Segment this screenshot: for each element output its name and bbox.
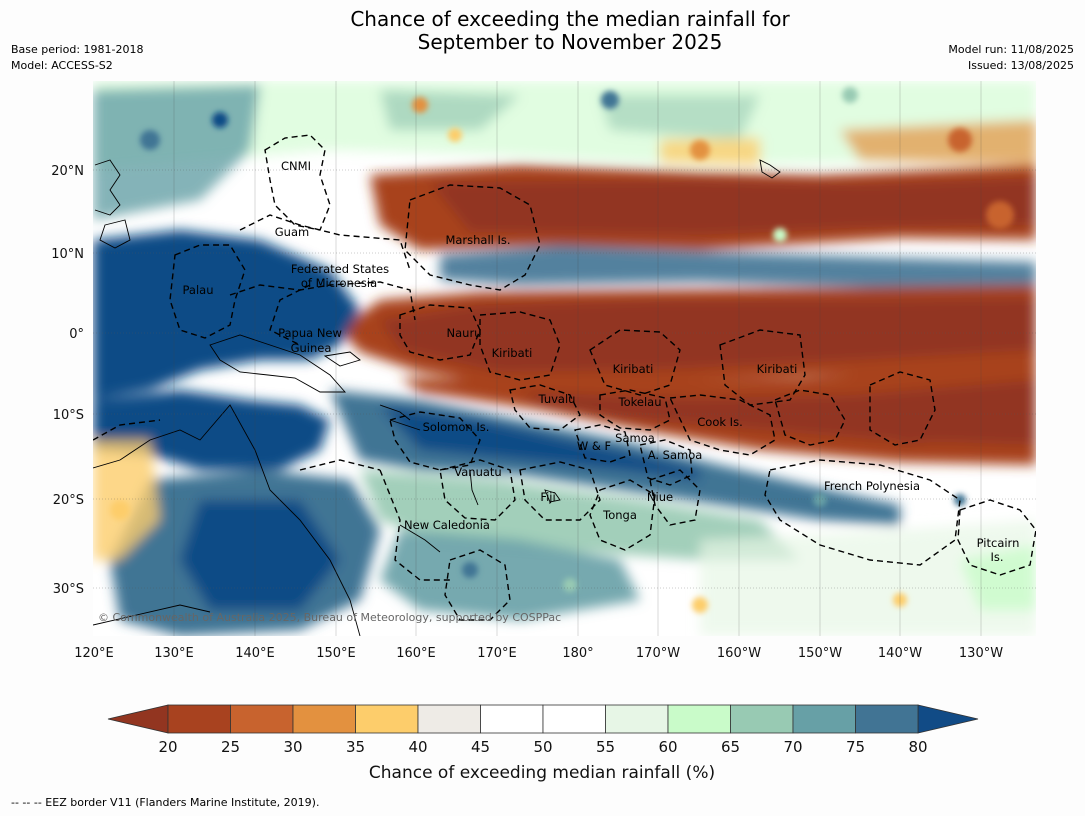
lat-label-20n: 20°N — [51, 164, 84, 179]
label-french-polynesia: French Polynesia — [824, 479, 920, 493]
eez-borders — [93, 134, 1036, 621]
lon-label-160w: 160°W — [717, 646, 761, 661]
colorbar-segment — [730, 704, 794, 734]
colorbar-over-arrow — [917, 704, 979, 734]
lon-label-170w: 170°W — [636, 646, 680, 661]
longitude-labels: 120°E 130°E 140°E 150°E 160°E 170°E 180°… — [74, 646, 1003, 661]
base-period: Base period: 1981-2018 — [11, 43, 144, 56]
label-tokelau: Tokelau — [618, 395, 662, 409]
footer-eez-note: -- -- -- EEZ border V11 (Flanders Marine… — [11, 796, 320, 809]
label-guam: Guam — [275, 225, 309, 239]
lat-label-10s: 10°S — [53, 408, 84, 423]
colorbar-segment — [292, 704, 356, 734]
lon-label-130w: 130°W — [959, 646, 1003, 661]
label-cook-is: Cook Is. — [697, 415, 742, 429]
lat-label-0: 0° — [69, 327, 84, 342]
colorbar-segment — [542, 704, 606, 734]
colorbar-tick-label: 45 — [471, 738, 490, 756]
title-line-1: Chance of exceeding the median rainfall … — [350, 7, 790, 31]
lon-label-150w: 150°W — [798, 646, 842, 661]
label-marshall-is: Marshall Is. — [445, 233, 510, 247]
lon-label-150e: 150°E — [316, 646, 356, 661]
colorbar-tick-label: 55 — [596, 738, 615, 756]
lon-label-170e: 170°E — [477, 646, 517, 661]
lat-label-30s: 30°S — [53, 582, 84, 597]
label-american-samoa: A. Samoa — [648, 448, 703, 462]
colorbar-segment — [605, 704, 669, 734]
graticule — [93, 169, 1036, 589]
label-new-caledonia: New Caledonia — [404, 518, 490, 532]
colorbar-tick-label: 60 — [658, 738, 677, 756]
meta-right: Model run: 11/08/2025 Issued: 13/08/2025 — [948, 42, 1074, 74]
model-run: Model run: 11/08/2025 — [948, 43, 1074, 56]
lat-label-10n: 10°N — [51, 247, 84, 262]
colorbar-segment — [355, 704, 419, 734]
label-samoa: Samoa — [615, 431, 655, 445]
colorbar-segment — [667, 704, 731, 734]
colorbar-segment — [480, 704, 544, 734]
label-kiribati-east: Kiribati — [757, 362, 798, 376]
label-pitcairn-line2: Is. — [990, 550, 1003, 564]
label-tonga: Tonga — [602, 508, 637, 522]
label-kiribati-central: Kiribati — [613, 362, 654, 376]
copyright-text: © Commonwealth of Australia 2025, Bureau… — [98, 611, 561, 624]
issued-date: Issued: 13/08/2025 — [967, 59, 1074, 72]
colorbar-tick-label: 20 — [158, 738, 177, 756]
label-vanuatu: Vanuatu — [454, 465, 501, 479]
lon-label-140w: 140°W — [878, 646, 922, 661]
label-wallis-futuna: W & F — [577, 439, 611, 453]
label-pitcairn-line1: Pitcairn — [977, 536, 1020, 550]
colorbar: 20 25 30 35 40 45 50 55 60 65 70 75 80 Chance of exc… — [107, 704, 979, 783]
lon-label-140e: 140°E — [235, 646, 275, 661]
label-fsm-line1: Federated States — [291, 262, 389, 276]
label-cnmi: CNMI — [281, 159, 311, 173]
label-fsm-line2: of Micronesia — [301, 276, 377, 290]
colorbar-tick-label: 70 — [783, 738, 802, 756]
label-nauru: Nauru — [447, 326, 482, 340]
colorbar-segment — [855, 704, 919, 734]
meridians — [173, 81, 982, 636]
latitude-labels: 20°N 10°N 0° 10°S 20°S 30°S — [51, 164, 84, 597]
label-png-line2: Guinea — [291, 341, 332, 355]
label-fiji: Fiji — [540, 490, 555, 504]
lon-label-120e: 120°E — [74, 646, 114, 661]
model-name: Model: ACCESS-S2 — [11, 59, 113, 72]
colorbar-tick-label: 35 — [346, 738, 365, 756]
colorbar-tick-label: 30 — [283, 738, 302, 756]
meta-left: Base period: 1981-2018 Model: ACCESS-S2 — [11, 42, 143, 74]
place-labels: CNMI Guam Marshall Is. Federated States … — [183, 159, 1020, 564]
title-line-2: September to November 2025 — [417, 30, 723, 54]
map-title: Chance of exceeding the median rainfall … — [0, 8, 1085, 54]
colorbar-tick-labels: 20 25 30 35 40 45 50 55 60 65 70 75 80 — [158, 738, 927, 756]
colorbar-segment — [230, 704, 294, 734]
lat-label-20s: 20°S — [53, 493, 84, 508]
label-kiribati-west: Kiribati — [492, 346, 533, 360]
colorbar-segments — [167, 704, 919, 734]
coastlines — [93, 159, 781, 636]
label-palau: Palau — [183, 283, 214, 297]
lon-label-130e: 130°E — [154, 646, 194, 661]
lon-label-180: 180° — [562, 646, 593, 661]
lon-label-160e: 160°E — [396, 646, 436, 661]
colorbar-under-arrow — [107, 704, 169, 734]
map-plot-area: © Commonwealth of Australia 2025, Bureau… — [93, 81, 1036, 636]
colorbar-tick-label: 25 — [221, 738, 240, 756]
rainfall-speckle — [110, 87, 1014, 613]
colorbar-tick-label: 50 — [533, 738, 552, 756]
colorbar-segment — [167, 704, 231, 734]
colorbar-tick-label: 75 — [846, 738, 865, 756]
label-niue: Niue — [647, 490, 673, 504]
label-png-line1: Papua New — [278, 326, 342, 340]
colorbar-tick-label: 40 — [408, 738, 427, 756]
colorbar-tick-label: 80 — [908, 738, 927, 756]
label-solomon-is: Solomon Is. — [423, 420, 490, 434]
colorbar-segment — [792, 704, 856, 734]
label-tuvalu: Tuvalu — [538, 392, 576, 406]
colorbar-segment — [417, 704, 481, 734]
colorbar-tick-label: 65 — [721, 738, 740, 756]
colorbar-title: Chance of exceeding median rainfall (%) — [369, 763, 715, 783]
rainfall-field — [93, 81, 1036, 636]
